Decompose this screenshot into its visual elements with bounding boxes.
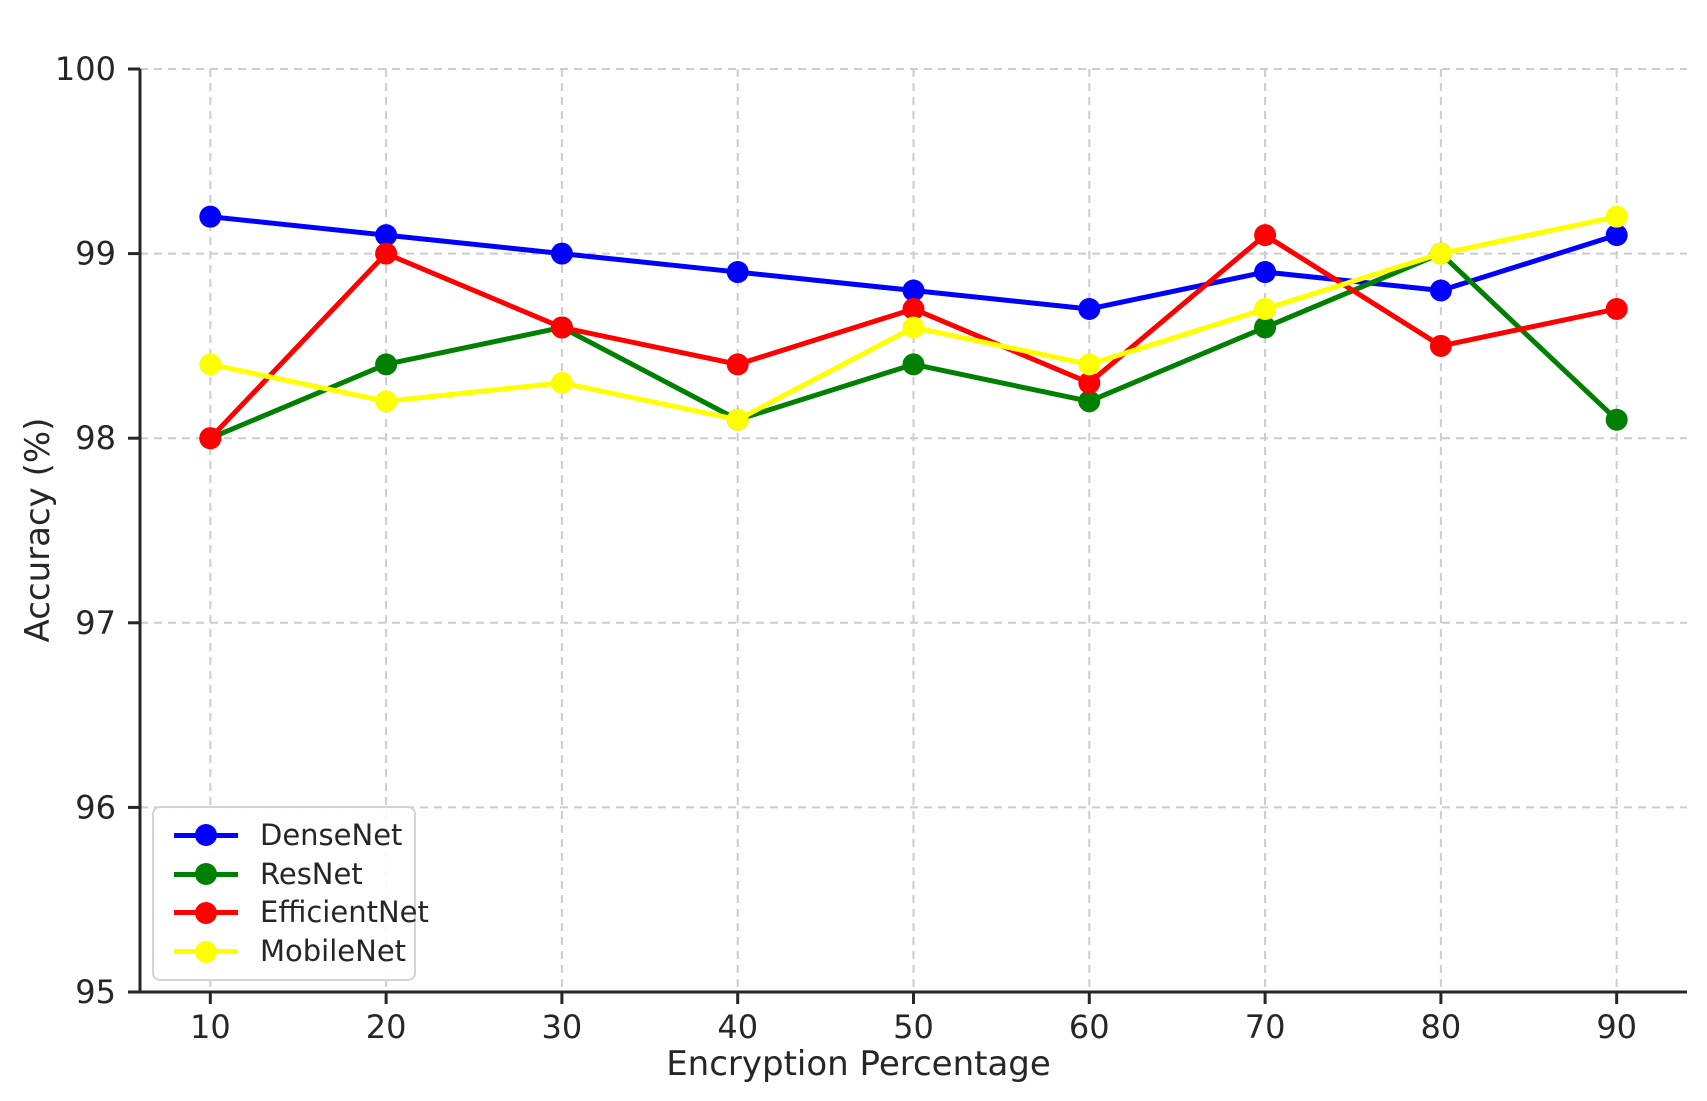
data-point-densenet-80 [1429, 279, 1452, 302]
y-tick-label: 99 [75, 235, 116, 273]
legend-item-efficientnet: EfficientNet [174, 898, 429, 927]
data-point-efficientnet-20 [375, 242, 398, 265]
y-tick-label: 98 [75, 419, 116, 457]
series-efficientnet [199, 224, 1628, 450]
data-point-efficientnet-70 [1254, 224, 1277, 247]
y-tick-label: 100 [55, 50, 116, 88]
x-tick-label: 80 [1421, 1008, 1462, 1046]
data-point-resnet-70 [1254, 316, 1277, 339]
data-point-densenet-70 [1254, 261, 1277, 284]
data-point-mobilenet-70 [1254, 297, 1277, 320]
data-point-mobilenet-20 [375, 390, 398, 413]
x-tick-label: 50 [893, 1008, 934, 1046]
data-point-densenet-60 [1078, 297, 1101, 320]
legend-label: DenseNet [260, 817, 403, 852]
data-point-mobilenet-80 [1429, 242, 1452, 265]
legend-label: ResNet [260, 856, 363, 891]
data-point-efficientnet-90 [1605, 297, 1628, 320]
data-point-efficientnet-50 [902, 297, 925, 320]
y-tick-label: 97 [75, 604, 116, 642]
data-point-densenet-30 [550, 242, 573, 265]
y-axis-title: Accuracy (%) [18, 417, 58, 643]
legend-marker-icon [195, 824, 217, 847]
data-point-densenet-40 [726, 261, 749, 284]
data-point-densenet-90 [1605, 224, 1628, 247]
data-point-resnet-60 [1078, 390, 1101, 413]
x-tick-label: 70 [1245, 1008, 1286, 1046]
data-point-densenet-20 [375, 224, 398, 247]
tick-labels: 10 20 30 40 50 60 70 80 90 95 96 97 98 99 100 [55, 50, 1637, 1046]
x-tick-label: 60 [1069, 1008, 1110, 1046]
data-point-efficientnet-10 [199, 427, 222, 450]
x-tick-label: 90 [1596, 1008, 1637, 1046]
legend-marker-icon [195, 940, 217, 963]
legend: DenseNet ResNet EfficientNet MobileNet [152, 806, 429, 981]
data-point-resnet-90 [1605, 408, 1628, 431]
legend-item-densenet: DenseNet [174, 817, 414, 852]
data-point-mobilenet-90 [1605, 205, 1628, 228]
data-point-densenet-50 [902, 279, 925, 302]
data-point-efficientnet-60 [1078, 371, 1101, 394]
series-resnet [199, 242, 1628, 450]
data-point-efficientnet-40 [726, 353, 749, 376]
data-point-mobilenet-40 [726, 408, 749, 431]
x-tick-label: 10 [190, 1008, 231, 1046]
data-point-mobilenet-10 [199, 353, 222, 376]
legend-marker-icon [195, 901, 217, 924]
legend-line-sample-efficientnet [174, 901, 238, 924]
legend-marker-icon [195, 863, 217, 886]
x-tick-label: 40 [717, 1008, 758, 1046]
legend-line-sample-mobilenet [174, 940, 238, 963]
data-point-efficientnet-30 [550, 316, 573, 339]
legend-line-sample-densenet [174, 824, 238, 847]
data-point-mobilenet-50 [902, 316, 925, 339]
tick-marks [128, 67, 1619, 1004]
data-point-densenet-10 [199, 205, 222, 228]
data-point-resnet-50 [902, 353, 925, 376]
y-tick-label: 96 [75, 788, 116, 826]
legend-label: MobileNet [260, 934, 407, 969]
legend-label: EfficientNet [260, 895, 429, 930]
x-tick-label: 30 [542, 1008, 583, 1046]
legend-item-mobilenet: MobileNet [174, 937, 414, 966]
x-axis-title: Encryption Percentage [666, 1044, 1051, 1084]
series-densenet [199, 205, 1628, 320]
data-point-mobilenet-30 [550, 371, 573, 394]
legend-item-resnet: ResNet [174, 856, 414, 891]
data-point-mobilenet-60 [1078, 353, 1101, 376]
x-tick-label: 20 [366, 1008, 407, 1046]
y-tick-label: 95 [75, 973, 116, 1011]
series-mobilenet [199, 205, 1628, 431]
data-point-resnet-20 [375, 353, 398, 376]
data-point-efficientnet-80 [1429, 334, 1452, 357]
legend-line-sample-resnet [174, 863, 238, 886]
